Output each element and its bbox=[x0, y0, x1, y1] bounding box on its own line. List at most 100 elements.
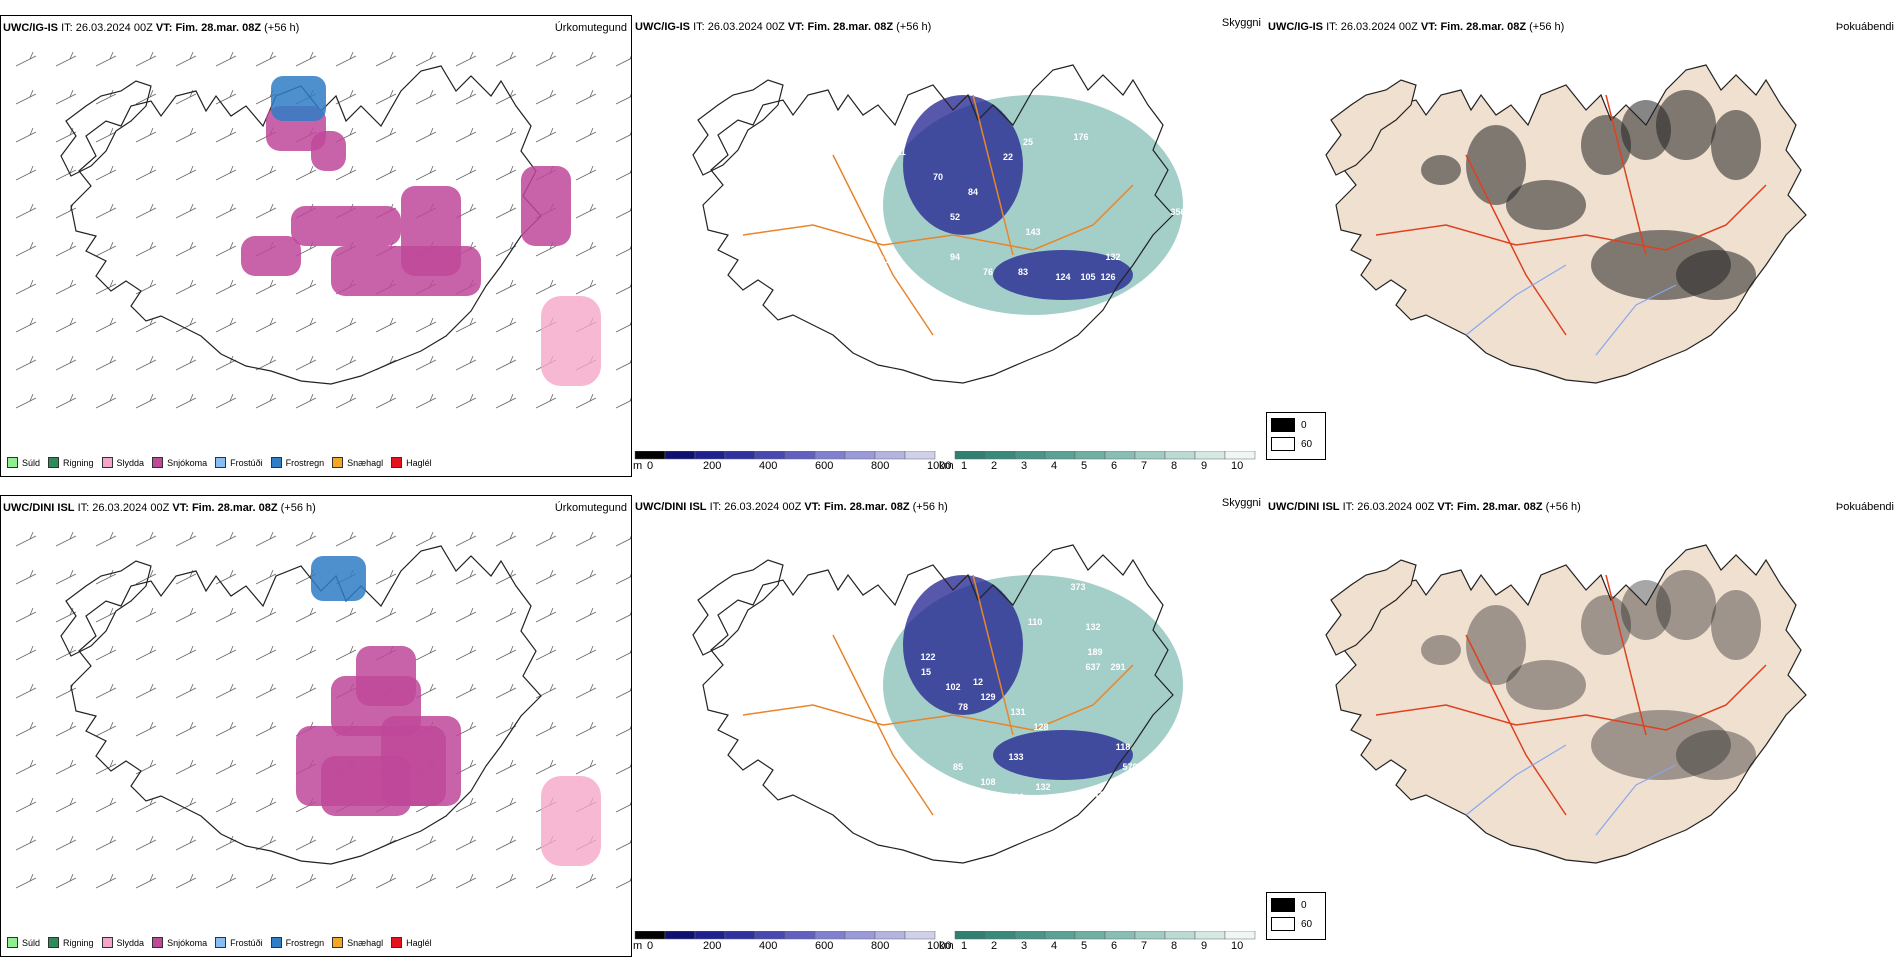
river-network bbox=[1465, 744, 1677, 836]
wind-barb-icon bbox=[495, 645, 517, 661]
legend-label: 0 bbox=[1301, 899, 1307, 911]
visibility-value-label: 108 bbox=[980, 777, 995, 787]
wind-barb-icon bbox=[615, 839, 631, 851]
wind-barb-icon bbox=[255, 873, 277, 889]
fog-area bbox=[1676, 730, 1756, 780]
wind-barb-icon bbox=[615, 649, 631, 661]
wind-barb-icon bbox=[255, 393, 277, 409]
wind-barb-icon bbox=[15, 607, 37, 623]
wind-barb-icon bbox=[55, 317, 77, 333]
wind-barb-icon bbox=[135, 279, 157, 295]
legend-swatch bbox=[1164, 451, 1196, 460]
fog-area bbox=[1711, 590, 1761, 660]
wind-barb-icon bbox=[215, 645, 237, 661]
wind-barb-icon bbox=[455, 355, 477, 371]
legend-unit: m bbox=[633, 940, 642, 951]
legend-swatch bbox=[724, 451, 756, 460]
wind-barb-icon bbox=[615, 801, 631, 813]
wind-barb-icon bbox=[175, 165, 197, 181]
visibility-value-label: 132 bbox=[1105, 252, 1120, 262]
wind-barb-icon bbox=[255, 683, 277, 699]
legend-swatch bbox=[874, 451, 906, 460]
fog-legend-top: 0 60 bbox=[1266, 412, 1326, 460]
wind-barb-icon bbox=[415, 165, 437, 181]
legend-swatch bbox=[1074, 451, 1106, 460]
wind-barb-icon bbox=[95, 721, 117, 737]
visibility-value-label: 70 bbox=[933, 172, 943, 182]
visibility-value-label: 52 bbox=[950, 212, 960, 222]
visibility-value-label: 22 bbox=[1003, 152, 1013, 162]
legend-swatch bbox=[152, 937, 164, 948]
fog-area bbox=[1676, 250, 1756, 300]
wind-barb-icon bbox=[575, 241, 597, 257]
wind-barb-icon bbox=[295, 873, 317, 889]
wind-barb-icon bbox=[95, 835, 117, 851]
precip-legend-item: Slydda bbox=[101, 457, 144, 468]
wind-barb-icon bbox=[15, 203, 37, 219]
legend-swatch bbox=[1271, 917, 1295, 931]
fog-area bbox=[1506, 660, 1586, 710]
sleet-area bbox=[541, 776, 601, 866]
legend-tick: 8 bbox=[1171, 940, 1177, 951]
legend-swatch bbox=[48, 937, 60, 948]
river-network bbox=[1465, 264, 1677, 356]
very-low-visibility-area bbox=[903, 95, 1023, 235]
legend-swatch bbox=[270, 937, 282, 948]
visibility-value-label: 105 bbox=[1080, 272, 1095, 282]
legend-tick: 600 bbox=[815, 940, 833, 951]
wind-barb-icon bbox=[15, 127, 37, 143]
wind-barb-icon bbox=[135, 355, 157, 371]
wind-barb-icon bbox=[335, 607, 357, 623]
wind-barb-icon bbox=[415, 89, 437, 105]
wind-barb-icon bbox=[335, 89, 357, 105]
wind-barb-icon bbox=[495, 797, 517, 813]
wind-barb-icon bbox=[215, 607, 237, 623]
wind-barb-icon bbox=[495, 279, 517, 295]
wind-barb-icon bbox=[175, 531, 197, 547]
wind-barb-icon bbox=[255, 645, 277, 661]
legend-swatch bbox=[332, 937, 344, 948]
wind-barb-icon bbox=[175, 607, 197, 623]
wind-barb-icon bbox=[215, 241, 237, 257]
wind-barb-icon bbox=[95, 241, 117, 257]
precip-legend-item: Snæhagl bbox=[332, 937, 383, 948]
legend-swatch bbox=[694, 931, 726, 940]
wind-barb-icon bbox=[535, 531, 557, 547]
wind-barb-icon bbox=[55, 279, 77, 295]
wind-barb-icon bbox=[575, 165, 597, 181]
fog-legend-item: 0 bbox=[1271, 898, 1321, 912]
wind-barb-icon bbox=[15, 165, 37, 181]
wind-barb-icon bbox=[375, 165, 397, 181]
wind-barb-icon bbox=[495, 835, 517, 851]
visibility-value-label: 132 bbox=[1085, 622, 1100, 632]
road-network bbox=[742, 94, 1134, 336]
wind-barb-icon bbox=[135, 759, 157, 775]
legend-swatch bbox=[1271, 437, 1295, 451]
panel-type-label: Skyggni bbox=[1221, 17, 1261, 29]
wind-barb-icon bbox=[255, 835, 277, 851]
wind-barb-icon bbox=[135, 645, 157, 661]
wind-barb-icon bbox=[15, 873, 37, 889]
wind-barb-icon bbox=[95, 51, 117, 67]
wind-barb-icon bbox=[55, 531, 77, 547]
precip-legend-item: Rigning bbox=[48, 937, 94, 948]
wind-barb-icon bbox=[215, 797, 237, 813]
fog-map bbox=[1325, 544, 1807, 864]
wind-barb-icon bbox=[335, 645, 357, 661]
precip-legend-item: Rigning bbox=[48, 457, 94, 468]
fog-panel-top: UWC/IG-IS IT: 26.03.2024 00Z VT: Fim. 28… bbox=[1266, 15, 1898, 477]
wind-barb-icon bbox=[175, 393, 197, 409]
wind-barb-icon bbox=[335, 531, 357, 547]
wind-barb-icon bbox=[575, 569, 597, 585]
wind-barb-icon bbox=[295, 835, 317, 851]
legend-swatch bbox=[1271, 418, 1295, 432]
wind-barb-icon bbox=[535, 51, 557, 67]
legend-swatch bbox=[332, 457, 344, 468]
visibility-value-label: 76 bbox=[983, 267, 993, 277]
wind-barb-icon bbox=[495, 127, 517, 143]
wind-barb-icon bbox=[135, 797, 157, 813]
wind-barb-icon bbox=[535, 873, 557, 889]
precip-map bbox=[15, 51, 631, 409]
legend-tick: 1000 bbox=[927, 940, 951, 951]
